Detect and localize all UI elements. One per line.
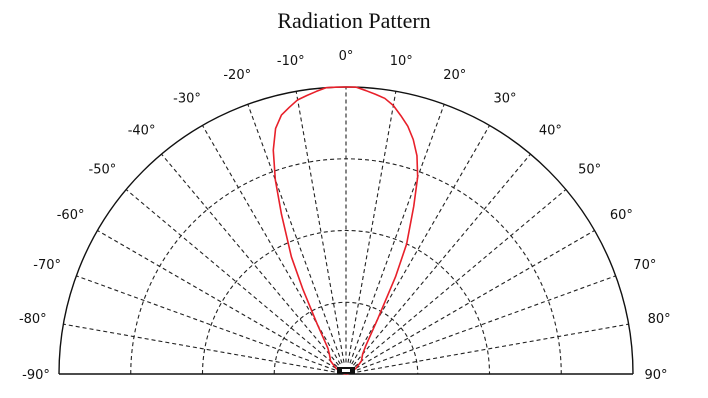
- angle-tick-label: 80°: [648, 312, 671, 327]
- angular-gridline-40: [352, 153, 531, 366]
- angle-tick-label: 0°: [339, 49, 354, 64]
- angle-tick-label: 20°: [443, 68, 466, 83]
- angular-gridline-30: [351, 125, 490, 365]
- angular-gridline--10: [295, 91, 345, 363]
- angular-gridline-80: [357, 323, 629, 373]
- angle-tick-label: -60°: [57, 208, 85, 223]
- angle-tick-label: -10°: [277, 54, 305, 69]
- angle-tick-label: 10°: [390, 54, 413, 69]
- angle-tick-label: -20°: [223, 68, 251, 83]
- angle-tick-label: -90°: [22, 368, 50, 383]
- sensor-marker: [337, 367, 355, 374]
- series-line-0: [272, 86, 419, 375]
- chart-title: Radiation Pattern: [277, 8, 431, 33]
- angle-tick-label: 30°: [493, 92, 516, 107]
- angular-gridline-50: [354, 189, 567, 368]
- angle-tick-label: 40°: [539, 123, 562, 138]
- angular-gridline--60: [97, 230, 337, 369]
- angle-tick-label: -50°: [89, 163, 117, 178]
- angle-tick-label: 60°: [610, 208, 633, 223]
- angular-gridline-60: [355, 230, 595, 369]
- angle-tick-label: -40°: [128, 123, 156, 138]
- angular-gridline-20: [349, 104, 445, 364]
- angular-gridline-10: [347, 91, 397, 363]
- radial-gridline-2: [201, 229, 491, 375]
- angle-tick-label: 90°: [644, 368, 667, 383]
- series-group: [272, 86, 419, 375]
- angular-gridline--40: [161, 153, 340, 366]
- angle-tick-label: 50°: [578, 163, 601, 178]
- angular-gridline--80: [63, 323, 335, 373]
- angle-tick-label: -80°: [19, 312, 47, 327]
- angular-gridline--70: [76, 275, 336, 371]
- angle-tick-label: -30°: [173, 92, 201, 107]
- angle-tick-label: -70°: [33, 258, 61, 273]
- angle-tick-labels: -90° -80° -70° -60° -50° -40° -30° -20° -10° 0° 10…: [19, 49, 671, 383]
- angular-gridline--50: [125, 189, 338, 368]
- sensor-window: [342, 369, 350, 372]
- radial-gridline-1: [273, 301, 419, 375]
- angular-gridline--20: [247, 104, 343, 364]
- angle-tick-label: 70°: [633, 258, 656, 273]
- angular-gridline-70: [356, 275, 616, 371]
